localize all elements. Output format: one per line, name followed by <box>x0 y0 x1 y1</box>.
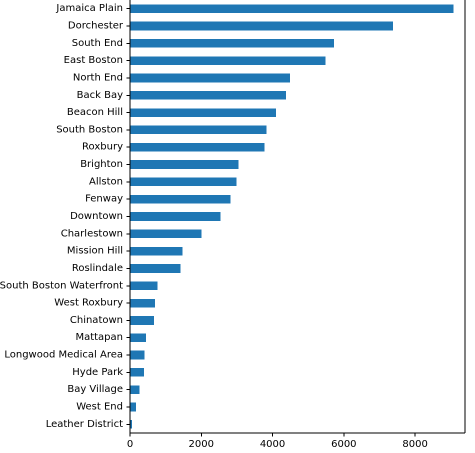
y-tick-label: Dorchester <box>68 20 124 31</box>
y-tick-label: Roxbury <box>82 142 123 153</box>
x-axis-ticks: 0 2000 4000 6000 8000 <box>127 433 428 450</box>
y-tick-label: South Boston <box>56 124 123 135</box>
bar-allston <box>130 177 237 187</box>
y-tick-label: Charlestown <box>61 228 123 239</box>
y-tick-label: Mattapan <box>75 332 123 343</box>
bar-jamaica-plain <box>130 4 454 13</box>
bar-mattapan <box>130 333 147 343</box>
bar-mission-hill <box>130 246 183 256</box>
bar-back-bay <box>130 90 287 100</box>
bar-hyde-park <box>130 368 144 377</box>
y-tick-label: Allston <box>89 176 123 187</box>
bar-roslindale <box>130 264 181 273</box>
y-axis-ticks: Jamaica Plain Dorchester South End East Bos… <box>0 3 130 430</box>
x-tick-label: 6000 <box>331 439 356 450</box>
y-tick-label: North End <box>73 72 123 83</box>
bar-south-boston-waterfront <box>130 281 158 291</box>
bar-charlestown <box>130 229 202 239</box>
bar-chinatown <box>130 316 155 325</box>
y-tick-label: Bay Village <box>67 384 123 395</box>
y-tick-label: West Roxbury <box>54 298 123 309</box>
bar-beacon-hill <box>130 108 277 117</box>
axes-frame <box>129 0 466 434</box>
x-tick-label: 0 <box>127 439 133 450</box>
y-tick-label: Beacon Hill <box>67 107 123 118</box>
y-tick-label: Jamaica Plain <box>55 3 123 14</box>
bar-west-end <box>130 402 137 412</box>
y-tick-label: Mission Hill <box>67 246 123 257</box>
bar-west-roxbury <box>130 298 155 308</box>
bar-south-end <box>130 38 334 48</box>
y-tick-label: East Boston <box>64 55 123 66</box>
y-tick-label: Hyde Park <box>72 367 123 378</box>
bars-layer <box>130 4 454 429</box>
y-tick-label: Leather District <box>46 419 123 430</box>
y-tick-label: South Boston Waterfront <box>0 280 123 291</box>
bar-fenway <box>130 194 231 204</box>
bar-north-end <box>130 73 291 83</box>
y-tick-label: Downtown <box>70 211 123 222</box>
bar-brighton <box>130 160 239 169</box>
bar-downtown <box>130 212 221 221</box>
y-tick-label: South End <box>72 38 123 49</box>
bar-east-boston <box>130 56 326 65</box>
bar-longwood-medical-area <box>130 350 145 360</box>
y-tick-label: Roslindale <box>72 263 123 274</box>
bar-roxbury <box>130 142 265 152</box>
y-tick-label: Back Bay <box>77 90 123 101</box>
y-tick-label: West End <box>76 402 123 413</box>
bar-south-boston <box>130 125 267 135</box>
x-tick-label: 2000 <box>189 439 214 450</box>
bar-dorchester <box>130 21 394 31</box>
x-tick-label: 4000 <box>260 439 285 450</box>
bar-bay-village <box>130 385 140 395</box>
y-tick-label: Fenway <box>85 194 123 205</box>
y-tick-label: Chinatown <box>70 315 123 326</box>
y-tick-label: Longwood Medical Area <box>4 350 123 361</box>
y-tick-label: Brighton <box>80 159 123 170</box>
x-tick-label: 8000 <box>402 439 427 450</box>
bar-leather-district <box>130 420 132 429</box>
